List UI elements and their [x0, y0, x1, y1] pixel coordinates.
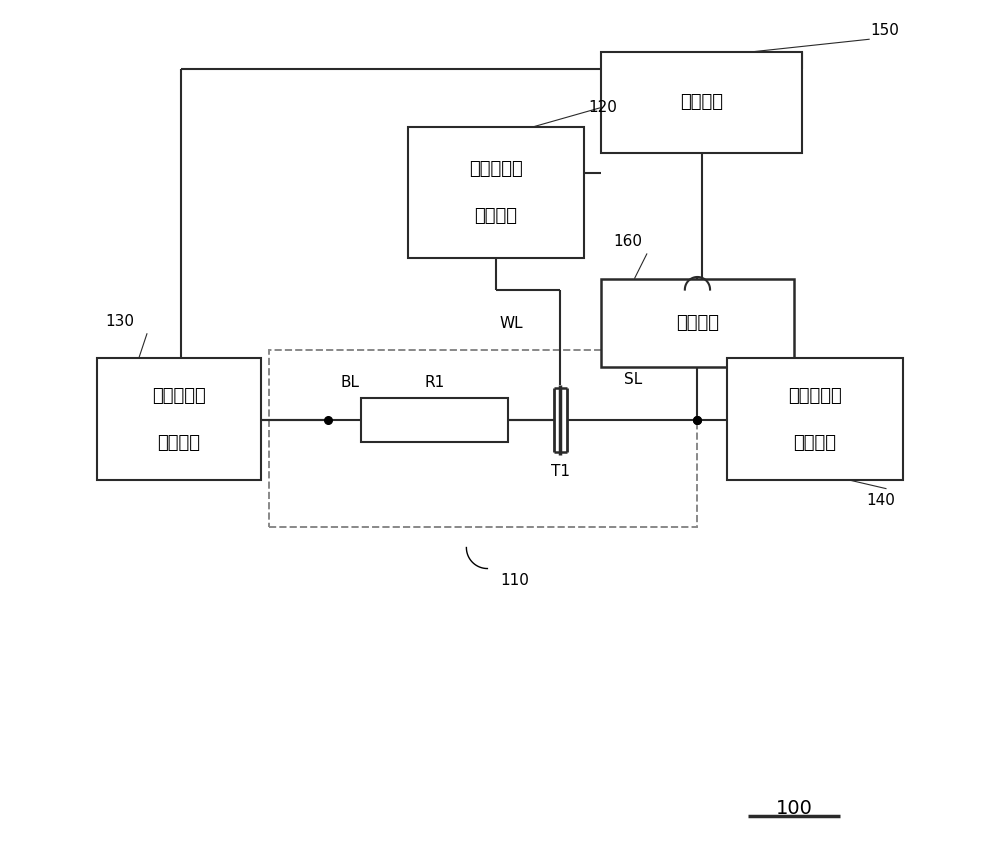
Bar	[97, 358, 261, 481]
Bar	[601, 279, 794, 367]
Text: 150: 150	[870, 24, 899, 38]
Text: 120: 120	[588, 99, 617, 115]
Text: 控制電路: 控制電路	[680, 94, 723, 111]
Text: 提供電路: 提供電路	[157, 434, 200, 452]
Bar	[361, 398, 508, 442]
Text: 130: 130	[105, 314, 134, 329]
Text: 160: 160	[613, 234, 642, 250]
Text: 100: 100	[776, 798, 813, 818]
Text: 檢測電路: 檢測電路	[676, 314, 719, 332]
Bar	[727, 358, 903, 481]
Text: R1: R1	[425, 374, 445, 389]
Text: 位元線信號: 位元線信號	[152, 387, 205, 405]
Text: BL: BL	[340, 374, 359, 389]
Text: 字符線信號: 字符線信號	[469, 160, 523, 178]
Text: 源極線信號: 源極線信號	[788, 387, 842, 405]
Text: 140: 140	[866, 493, 895, 508]
Text: WL: WL	[499, 315, 523, 330]
Text: SL: SL	[624, 372, 642, 387]
Bar	[269, 350, 697, 527]
Text: 提供電路: 提供電路	[794, 434, 837, 452]
Text: 110: 110	[500, 572, 529, 588]
Text: 提供電路: 提供電路	[474, 207, 517, 225]
Bar	[408, 127, 584, 258]
Text: T1: T1	[551, 464, 570, 480]
Bar	[601, 51, 802, 153]
